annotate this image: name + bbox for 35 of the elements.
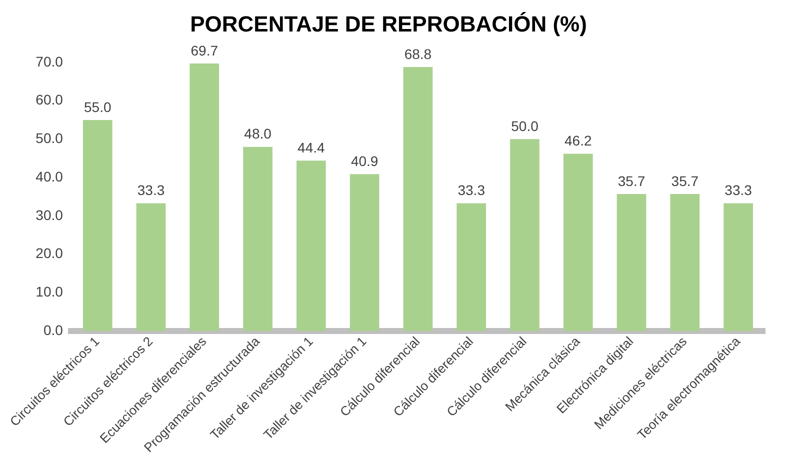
y-tick-label: 40.0 [36,168,64,184]
bar [670,194,700,332]
bar [510,139,540,332]
bar [136,203,166,332]
bar [82,120,112,332]
data-label: 35.7 [671,172,699,189]
data-label: 50.0 [511,118,539,134]
data-label: 40.9 [350,152,378,169]
bar [456,203,486,332]
data-label: 33.3 [724,182,752,198]
data-label: 33.3 [458,182,486,198]
bar [563,154,593,332]
y-tick-label: 0.0 [43,322,64,338]
bar [616,194,646,332]
data-label: 33.3 [137,182,165,198]
data-label: 68.8 [404,46,432,62]
data-label: 48.0 [244,126,272,142]
bar [724,203,753,332]
bar [190,64,220,332]
y-tick-label: 60.0 [36,92,64,108]
bar [403,67,433,332]
data-label: 35.7 [618,172,646,189]
y-tick-label: 10.0 [36,284,64,300]
y-tick-label: 50.0 [36,130,64,146]
data-label: 69.7 [190,42,218,58]
bar [296,160,326,332]
y-tick-label: 70.0 [36,53,64,70]
chart-title: PORCENTAJE DE REPROBACIÓN (%) [190,11,587,36]
y-tick-label: 30.0 [36,206,64,223]
data-label: 44.4 [298,140,326,156]
bar [243,146,272,332]
y-tick-label: 20.0 [36,245,64,262]
data-label: 46.2 [564,132,592,149]
bar [350,174,380,332]
data-label: 55.0 [84,98,112,115]
